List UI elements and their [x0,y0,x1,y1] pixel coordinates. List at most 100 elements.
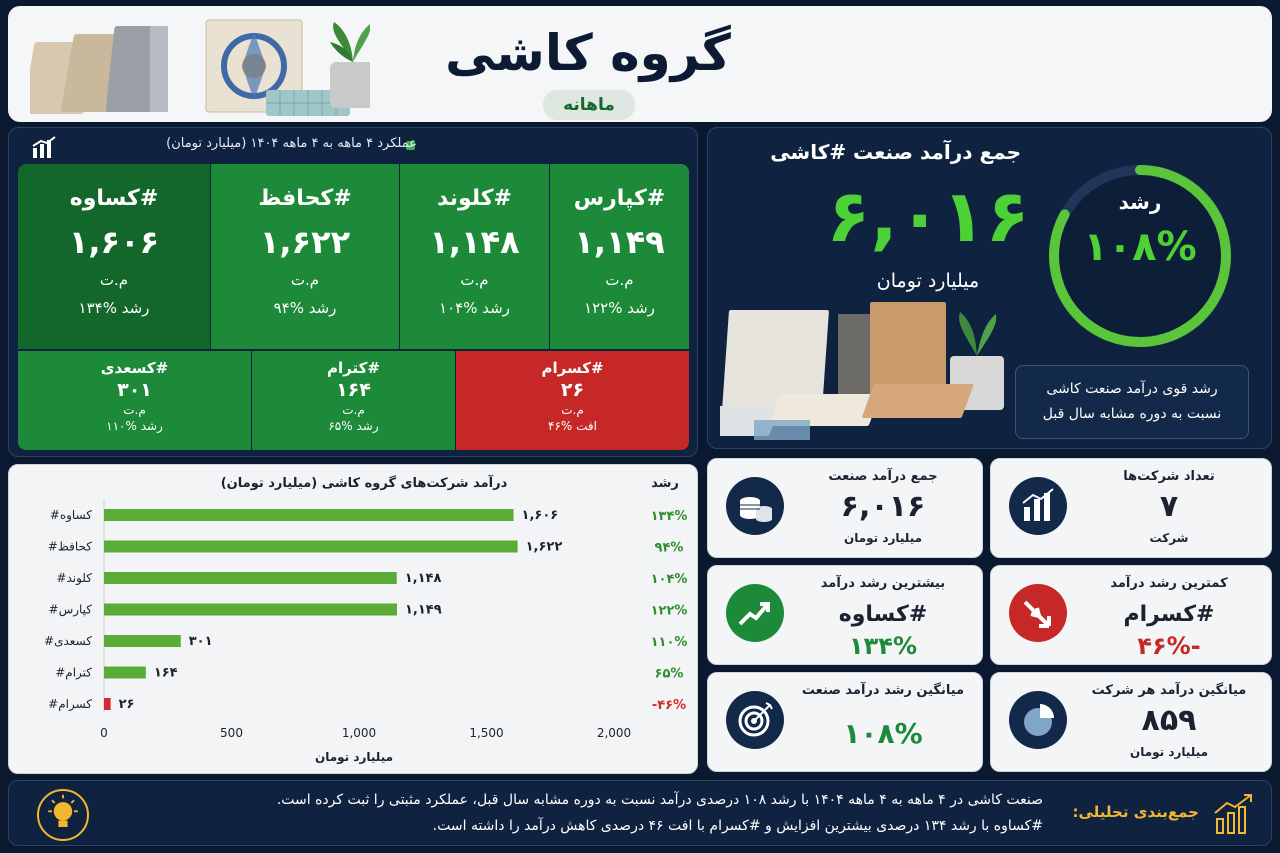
x-tick-label: 2,000 [597,726,631,740]
growth-label: ۱۳۴% [651,509,688,524]
kpi-sub: شرکت [1149,531,1189,545]
company-growth: رشد %۶۵ [328,419,379,433]
company-unit: م.ت [290,271,320,289]
growth-note: رشد قوی درآمد صنعت کاشی نسبت به دوره مشا… [1015,365,1249,439]
kpi-title: کمترین رشد درآمد [1110,576,1228,591]
kpi-avg-company: میانگین درآمد هر شرکت ۸۵۹ میلیارد تومان [990,672,1272,772]
summary-label: جمع‌بندی تحلیلی: [1072,803,1200,821]
growth-label: -۴۶% [652,698,686,713]
company-unit: م.ت [123,403,146,417]
kpi-value: #کساوه [838,602,928,627]
bar [104,572,397,584]
target-icon [726,691,784,749]
kpi-title: میانگین رشد درآمد صنعت [801,683,965,698]
company-name: #کحافظ [258,186,352,211]
company-growth: رشد %۱۰۴ [439,299,510,317]
data-label: ۱۶۴ [154,666,178,681]
kpi-value: #کسرام [1123,602,1215,627]
growth-label: ۹۴% [655,541,684,556]
legend-dot [406,141,415,150]
company-value: ۱,۱۴۸ [429,223,520,261]
company-growth: رشد %۱۳۴ [78,299,150,317]
chart-title: درآمد شرکت‌های گروه کاشی (میلیارد تومان) [221,474,508,491]
company-growth: رشد %۹۴ [273,299,337,317]
kpi-value: ۷ [1159,489,1179,524]
chart-svg: درآمد شرکت‌های گروه کاشی (میلیارد تومان)… [44,474,687,765]
kpi-value: ۱۰۸% [843,717,923,750]
x-tick-label: 0 [100,726,108,740]
x-tick-label: 1,000 [342,726,376,740]
kpi-title: جمع درآمد صنعت [828,469,938,484]
kpi-title: تعداد شرکت‌ها [1123,469,1215,484]
chart-marks: 0 500 1,000 1,500 2,000 #کساوه ۱,۶۰۶ ۱۳۴% #کحافظ… [44,499,687,740]
summary-line-2: #کساوه با رشد ۱۳۴ درصدی بیشترین افزایش و… [432,818,1043,834]
bar [104,698,111,710]
performance-title: عملکرد ۴ ماهه به ۴ ماهه ۱۴۰۴ (میلیارد تو… [166,136,417,151]
performance-panel: عملکرد ۴ ماهه به ۴ ماهه ۱۴۰۴ (میلیارد تو… [8,127,698,457]
growth-chart-icon [1214,794,1252,834]
bar [104,603,397,616]
company-tile-ksaadi: #کسعدی ۳۰۱ م.ت رشد %۱۱۰ [18,351,251,450]
lightbulb-icon [37,789,89,841]
company-tile-kpars: #کپارس ۱,۱۴۹ م.ت رشد %۱۲۲ [550,164,689,349]
header-banner: گروه کاشی ماهانه [8,6,1272,122]
growth-label: ۶۵% [655,667,684,682]
data-label: ۳۰۱ [189,634,213,649]
summary-line-1: صنعت کاشی در ۴ ماهه به ۴ ماهه ۱۴۰۴ با رش… [276,792,1043,808]
company-name: #کلوند [437,186,512,211]
company-name: #کسعدی [100,359,169,377]
kpi-sub: -۴۶% [1137,632,1201,660]
category-label: #کلوند [56,571,92,586]
x-axis-label: میلیارد تومان [315,750,393,765]
page-title: گروه کاشی [445,24,731,82]
company-growth: رشد %۱۱۰ [106,419,163,433]
company-value: ۱,۶۲۲ [259,223,351,261]
kpi-highest-growth: بیشترین رشد درآمد #کساوه ۱۳۴% [707,565,983,665]
company-name: #کسرام [541,359,604,377]
company-unit: م.ت [460,271,489,289]
growth-value: ۱۰۸% [1083,224,1197,270]
bar [104,666,146,679]
growth-label: رشد [1118,190,1162,214]
bar [104,540,518,553]
x-tick-label: 500 [220,726,243,740]
category-label: #کساوه [50,508,93,523]
tiles-illustration [30,19,370,116]
company-unit: م.ت [605,271,634,289]
data-label: ۱,۱۴۸ [405,571,442,586]
kpi-title: بیشترین رشد درآمد [820,576,946,591]
bar-chart-icon [32,136,56,158]
company-growth: افت %۴۶ [548,419,597,433]
pie-chart-icon [1009,691,1067,749]
growth-note-line2: نسبت به دوره مشابه سال قبل [1042,406,1222,422]
company-name: #کترام [327,359,380,377]
company-growth: رشد %۱۲۲ [584,299,655,317]
kpi-value: ۶,۰۱۶ [840,489,926,524]
data-label: ۱,۶۰۶ [522,508,559,523]
category-label: #کحافظ [48,540,93,554]
data-label: ۱,۱۴۹ [405,603,442,618]
company-tile-ksaveh: #کساوه ۱,۶۰۶ م.ت رشد %۱۳۴ [18,164,210,349]
growth-label: ۱۲۲% [651,604,688,619]
total-value: ۶,۰۱۶ [826,174,1030,258]
company-tile-ktram: #کترام ۱۶۴ م.ت رشد %۶۵ [252,351,455,450]
kpi-title: میانگین درآمد هر شرکت [1091,683,1247,698]
kpi-industry-total: جمع درآمد صنعت ۶,۰۱۶ میلیارد تومان [707,458,983,558]
bar [104,635,181,647]
category-label: #کسرام [48,697,92,712]
company-value: ۱۶۴ [336,379,371,401]
coins-icon [726,477,784,535]
trend-down-icon [1009,584,1067,642]
company-value: ۱,۶۰۶ [68,223,160,261]
category-label: #کپارس [49,603,93,618]
tiles-photo [720,302,1004,440]
kpi-value: ۸۵۹ [1141,703,1197,738]
company-unit: م.ت [99,271,129,289]
bar-growth-icon [1009,477,1067,535]
company-unit: م.ت [561,403,584,417]
company-value: ۳۰۱ [117,379,152,401]
total-revenue-panel: جمع درآمد صنعت #کاشی ۶,۰۱۶ میلیارد تومان… [707,127,1272,449]
data-label: ۱,۶۲۲ [526,540,563,555]
kpi-lowest-growth: کمترین رشد درآمد #کسرام -۴۶% [990,565,1272,665]
kpi-sub: میلیارد تومان [843,531,923,545]
